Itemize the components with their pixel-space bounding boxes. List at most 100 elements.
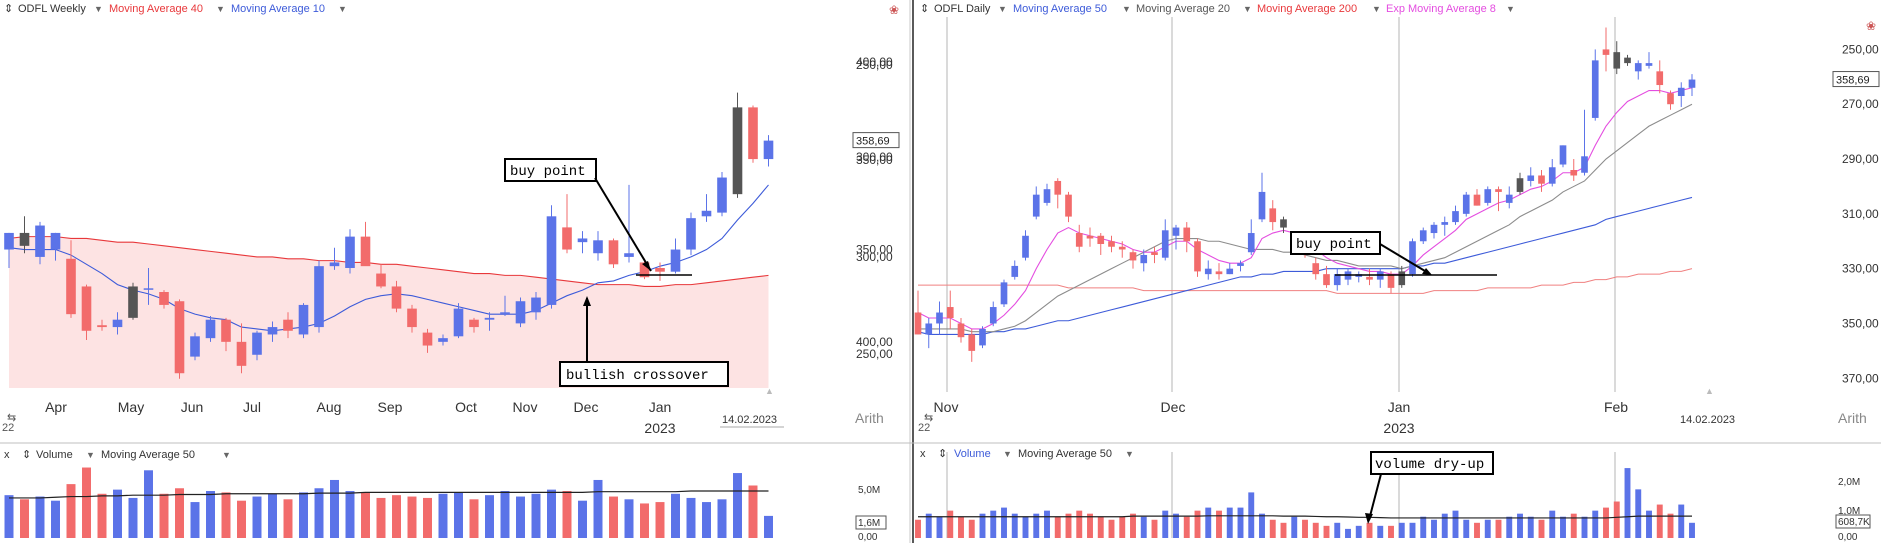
candle-body: [1548, 167, 1556, 184]
candle-body: [81, 286, 92, 331]
daily-ma200-label[interactable]: Moving Average 200: [1257, 3, 1357, 15]
candle-body: [453, 308, 464, 337]
month-label: Nov: [513, 399, 538, 415]
chevron-down-icon[interactable]: ▼: [1372, 4, 1381, 14]
daily-ema8-label[interactable]: Exp Moving Average 8: [1386, 3, 1496, 15]
chevron-down-icon[interactable]: ▼: [998, 4, 1007, 14]
volume-bar: [547, 489, 556, 538]
daily-symbol[interactable]: ODFL Daily: [934, 3, 991, 15]
chevron-down-icon[interactable]: ▼: [216, 4, 225, 14]
volume-bar: [252, 496, 262, 538]
candle-body: [1312, 263, 1320, 275]
volume-bar: [1065, 513, 1072, 538]
candle-body: [1000, 282, 1008, 305]
candle-body: [1204, 268, 1212, 275]
chevron-down-icon[interactable]: ▼: [1122, 4, 1131, 14]
month-label: Aug: [317, 399, 342, 415]
svg-text:⇕: ⇕: [22, 449, 31, 461]
candle-body: [252, 332, 262, 355]
weekly-volume-label[interactable]: Volume: [36, 449, 73, 461]
y-tick-label: 350,00: [856, 153, 893, 167]
scroll-arrow-icon[interactable]: ▲: [1705, 386, 1714, 396]
daily-dry-up-box: [1370, 451, 1494, 475]
volume-bar: [1248, 492, 1255, 538]
candle-body: [686, 218, 696, 250]
volume-bar: [97, 493, 107, 538]
close-icon[interactable]: x: [920, 448, 926, 460]
candle-body: [1075, 233, 1083, 247]
candle-body: [562, 227, 572, 250]
daily-arith-label[interactable]: Arith: [1838, 410, 1867, 426]
candle-body: [174, 301, 185, 374]
volume-bar: [1549, 510, 1556, 538]
month-label: Feb: [1604, 399, 1628, 415]
weekly-ma40-label[interactable]: Moving Average 40: [109, 3, 203, 15]
chevron-down-icon[interactable]: ▼: [222, 450, 231, 460]
volume-bar: [206, 491, 215, 538]
candle-body: [936, 312, 943, 324]
candle-body: [1484, 189, 1492, 203]
palette-icon[interactable]: ❀: [1866, 19, 1876, 33]
volume-bar: [66, 484, 76, 538]
candle-body: [159, 292, 169, 305]
candle-body: [1677, 87, 1685, 96]
close-icon[interactable]: x: [4, 449, 10, 461]
weekly-header: ⇕ ODFL Weekly ▼ Moving Average 40 ▼ Movi…: [4, 3, 347, 15]
month-label: Sep: [378, 399, 403, 415]
volume-bar: [1205, 507, 1212, 538]
candle-body: [128, 286, 138, 318]
daily-date-label: 14.02.2023: [1680, 414, 1735, 426]
daily-volume-ma-label[interactable]: Moving Average 50: [1018, 448, 1112, 460]
chevron-down-icon[interactable]: ▼: [1243, 4, 1252, 14]
ma40-line: [8, 236, 769, 288]
volume-bar: [314, 488, 324, 538]
daily-ma20-label[interactable]: Moving Average 20: [1136, 3, 1230, 15]
volume-bar: [968, 519, 975, 538]
volume-bar: [1151, 519, 1158, 538]
volume-bar: [925, 513, 932, 538]
volume-bar: [4, 495, 14, 538]
palette-icon[interactable]: ❀: [889, 3, 899, 17]
volume-bar: [190, 502, 200, 538]
volume-bar: [438, 493, 448, 538]
candle-body: [1419, 230, 1427, 242]
volume-bar: [500, 491, 510, 538]
svg-text:⇕: ⇕: [4, 3, 13, 15]
candle-body: [19, 232, 30, 246]
month-label: Jul: [243, 399, 261, 415]
candle-body: [1613, 52, 1621, 69]
chevron-down-icon[interactable]: ▼: [1125, 449, 1134, 459]
volume-bar: [299, 492, 308, 538]
chevron-down-icon[interactable]: ▼: [94, 4, 103, 14]
volume-bar: [671, 493, 680, 538]
daily-volume-label[interactable]: Volume: [954, 448, 991, 460]
weekly-ma10-label[interactable]: Moving Average 10: [231, 3, 325, 15]
candle-body: [1280, 219, 1287, 228]
zoom-icon[interactable]: ⇆: [7, 412, 16, 424]
weekly-volume-ma-label[interactable]: Moving Average 50: [101, 449, 195, 461]
volume-bar: [1345, 528, 1351, 538]
chevron-down-icon[interactable]: ▼: [86, 450, 95, 460]
chevron-down-icon[interactable]: ▼: [1506, 4, 1515, 14]
volume-bar: [655, 502, 665, 538]
chevron-down-icon[interactable]: ▼: [338, 4, 347, 14]
volume-bar: [144, 470, 153, 538]
volume-bar: [990, 510, 997, 538]
volume-bar: [1581, 516, 1588, 538]
volume-bar: [1635, 489, 1642, 538]
candle-body: [1032, 194, 1040, 217]
candle-body: [624, 253, 634, 257]
weekly-arith-label[interactable]: Arith: [855, 410, 884, 426]
candle-body: [1387, 274, 1395, 288]
chevron-down-icon[interactable]: ▼: [1003, 449, 1012, 459]
daily-ma50-label[interactable]: Moving Average 50: [1013, 3, 1107, 15]
candle-body: [1065, 194, 1072, 217]
y-tick-label: 250,00: [856, 347, 893, 361]
weekly-symbol[interactable]: ODFL Weekly: [18, 3, 86, 15]
zoom-icon[interactable]: ⇆: [924, 412, 933, 424]
ma200-line: [918, 268, 1693, 294]
candle-body: [577, 238, 588, 243]
daily-axis: ▲ ⇆ 22 2023 14.02.2023 Arith: [918, 386, 1867, 436]
scroll-arrow-icon[interactable]: ▲: [765, 386, 774, 396]
